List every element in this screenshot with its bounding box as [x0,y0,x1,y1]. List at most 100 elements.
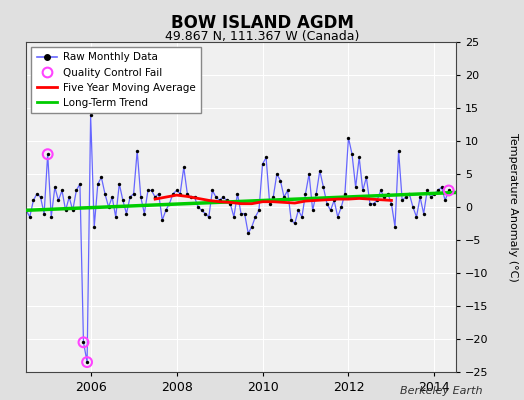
Point [83,359,91,365]
Point [384,190,392,197]
Point [112,214,120,220]
Point [155,190,163,197]
Point [204,214,213,220]
Point [319,184,328,190]
Text: BOW ISLAND AGDM: BOW ISLAND AGDM [171,14,353,32]
Point [305,171,313,177]
Point [290,220,299,227]
Point [115,181,124,187]
Point [198,207,206,214]
Point [391,224,399,230]
Point [61,207,70,214]
Point [226,200,234,207]
Point [230,214,238,220]
Point [272,171,281,177]
Point [26,214,34,220]
Point [219,194,227,200]
Y-axis label: Temperature Anomaly (°C): Temperature Anomaly (°C) [508,133,518,281]
Point [190,194,199,200]
Point [362,174,370,180]
Point [15,181,23,187]
Point [380,194,388,200]
Point [11,210,19,217]
Point [97,174,105,180]
Point [430,190,439,197]
Point [22,207,30,214]
Point [309,207,317,214]
Point [79,339,88,346]
Point [151,194,159,200]
Point [43,151,52,157]
Point [409,204,417,210]
Point [251,214,259,220]
Point [283,187,292,194]
Point [244,230,253,236]
Point [405,190,413,197]
Point [215,197,224,204]
Point [269,194,277,200]
Point [376,187,385,194]
Point [161,207,170,214]
Point [158,217,167,223]
Point [387,200,396,207]
Point [176,190,184,197]
Point [369,200,378,207]
Point [241,210,249,217]
Point [298,214,306,220]
Point [86,111,95,118]
Point [118,197,127,204]
Point [147,187,156,194]
Point [294,207,302,214]
Point [333,214,342,220]
Point [255,207,263,214]
Point [352,184,360,190]
Point [427,194,435,200]
Point [441,197,449,204]
Point [40,210,48,217]
Point [137,194,145,200]
Point [79,339,88,346]
Point [419,210,428,217]
Point [140,210,148,217]
Point [144,187,152,194]
Point [301,190,310,197]
Point [330,197,339,204]
Point [51,184,59,190]
Point [94,181,102,187]
Point [104,204,113,210]
Point [237,210,245,217]
Point [326,207,335,214]
Point [373,197,381,204]
Point [355,154,363,161]
Point [233,190,242,197]
Point [341,190,349,197]
Point [344,134,353,141]
Point [395,148,403,154]
Legend: Raw Monthly Data, Quality Control Fail, Five Year Moving Average, Long-Term Tren: Raw Monthly Data, Quality Control Fail, … [31,47,201,113]
Point [183,190,191,197]
Point [201,210,210,217]
Point [258,161,267,167]
Point [83,359,91,365]
Point [412,214,421,220]
Point [312,190,320,197]
Point [337,204,345,210]
Point [43,151,52,157]
Point [212,194,220,200]
Point [287,217,296,223]
Point [36,194,45,200]
Point [401,194,410,200]
Point [323,200,331,207]
Point [423,187,431,194]
Point [29,197,38,204]
Point [438,184,446,190]
Point [434,187,442,194]
Point [165,200,173,207]
Point [180,164,188,170]
Text: Berkeley Earth: Berkeley Earth [400,386,482,396]
Point [129,190,138,197]
Point [266,200,274,207]
Point [75,181,84,187]
Point [32,190,41,197]
Point [366,200,374,207]
